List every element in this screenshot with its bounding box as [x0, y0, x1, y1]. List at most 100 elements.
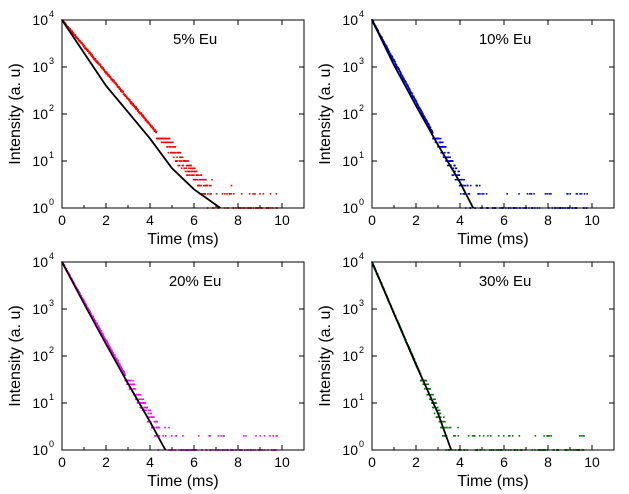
- data-point: [165, 137, 168, 140]
- data-point: [135, 106, 138, 109]
- data-point: [146, 120, 148, 122]
- data-point: [454, 178, 457, 181]
- data-point: [131, 383, 134, 386]
- data-point: [189, 167, 192, 170]
- data-point: [418, 107, 421, 110]
- data-point: [64, 22, 66, 24]
- data-point: [130, 101, 133, 103]
- y-tick-label: 10: [32, 395, 48, 411]
- x-tick-label: 6: [190, 454, 198, 470]
- data-point: [94, 58, 97, 60]
- data-point: [438, 420, 441, 423]
- y-tick-label: 10: [32, 254, 48, 270]
- data-point: [401, 75, 404, 78]
- data-point: [473, 435, 476, 437]
- data-point: [173, 156, 175, 159]
- data-point: [170, 141, 173, 144]
- data-point: [583, 435, 585, 437]
- data-point: [188, 174, 191, 176]
- data-point: [195, 178, 197, 181]
- data-point: [262, 193, 265, 195]
- x-tick-label: 10: [274, 212, 290, 228]
- data-point: [194, 170, 197, 173]
- data-point: [187, 164, 189, 167]
- data-point: [428, 125, 431, 128]
- y-tick-exponent: 4: [359, 251, 364, 261]
- data-point: [126, 383, 128, 386]
- data-point: [569, 193, 572, 195]
- data-point: [550, 435, 553, 437]
- data-point: [199, 178, 202, 181]
- data-point: [122, 91, 125, 93]
- data-point: [385, 45, 388, 48]
- y-tick-exponent: 3: [359, 298, 364, 308]
- data-point: [435, 402, 437, 404]
- data-point: [467, 184, 469, 187]
- data-point: [132, 379, 134, 382]
- y-tick-exponent: 1: [49, 392, 54, 402]
- data-point: [143, 406, 146, 409]
- data-point: [193, 174, 195, 176]
- plot-frame: [61, 261, 305, 451]
- data-point: [548, 193, 551, 195]
- y-tick-exponent: 2: [359, 103, 364, 113]
- data-point: [263, 435, 266, 437]
- data-point: [99, 328, 101, 331]
- data-point: [413, 97, 416, 99]
- data-point: [448, 151, 450, 154]
- data-point: [445, 160, 447, 162]
- data-point: [148, 420, 150, 423]
- y-axis-label: Intensity (a. u): [7, 63, 24, 164]
- data-point: [117, 361, 120, 364]
- data-point: [112, 79, 115, 81]
- x-tick-label: 6: [500, 212, 508, 228]
- x-tick-label: 0: [58, 212, 66, 228]
- data-point: [167, 141, 170, 144]
- data-point: [155, 130, 158, 133]
- data-point: [579, 193, 581, 195]
- data-point: [248, 193, 251, 195]
- data-point: [140, 398, 143, 401]
- y-tick-label: 10: [32, 106, 48, 122]
- data-point: [451, 174, 454, 176]
- y-tick-exponent: 2: [49, 345, 54, 355]
- data-point: [432, 406, 435, 409]
- data-point: [111, 349, 113, 352]
- data-point: [424, 388, 426, 390]
- y-axis-label: Intensity (a. u): [7, 305, 24, 406]
- data-point: [80, 295, 83, 297]
- data-point: [424, 116, 426, 118]
- data-point: [429, 127, 432, 129]
- data-point: [583, 193, 586, 195]
- data-point: [71, 278, 74, 281]
- data-point: [86, 48, 89, 51]
- data-point: [197, 435, 200, 437]
- data-point: [389, 53, 392, 56]
- data-point: [89, 310, 91, 313]
- data-point: [230, 184, 233, 187]
- data-point: [431, 402, 433, 404]
- data-point: [205, 178, 207, 181]
- data-point: [124, 94, 127, 96]
- data-point: [195, 170, 198, 173]
- data-point: [444, 426, 446, 429]
- x-tick-label: 0: [368, 212, 376, 228]
- data-point: [108, 345, 111, 348]
- data-point: [446, 426, 448, 429]
- data-point: [411, 93, 413, 95]
- data-point: [120, 89, 123, 91]
- data-point: [428, 124, 430, 126]
- y-tick-exponent: 4: [359, 9, 364, 19]
- data-point: [443, 146, 446, 148]
- data-point: [146, 406, 149, 409]
- data-point: [193, 178, 196, 181]
- y-axis-label: Intensity (a. u): [317, 305, 334, 406]
- data-point: [114, 356, 117, 358]
- data-point: [217, 435, 220, 437]
- data-point: [384, 44, 387, 46]
- y-tick-label: 10: [32, 153, 48, 169]
- data-point: [86, 305, 88, 308]
- data-point: [160, 141, 163, 144]
- data-point: [272, 435, 274, 437]
